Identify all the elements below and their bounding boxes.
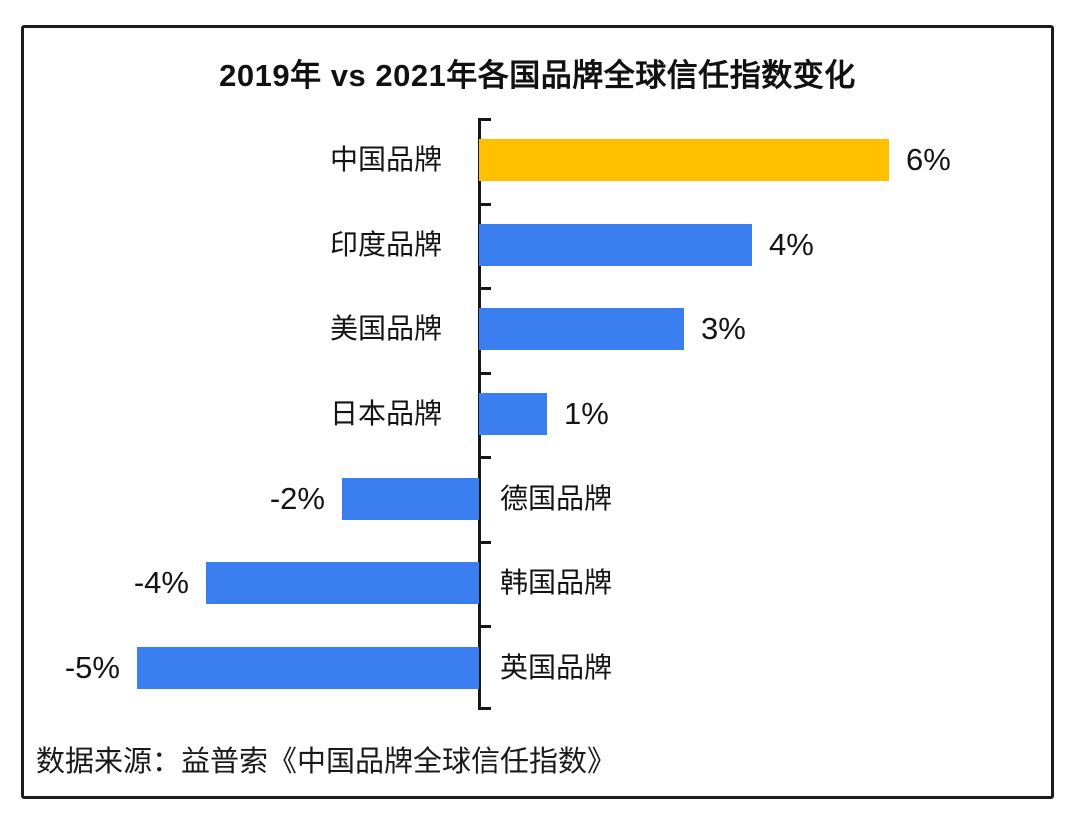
axis-tick: [479, 625, 491, 628]
category-label-india: 印度品牌: [329, 229, 442, 260]
category-label-japan: 日本品牌: [329, 398, 442, 429]
category-label-uk: 英国品牌: [500, 652, 613, 683]
value-label-germany: -2%: [269, 481, 325, 516]
value-label-china: 6%: [906, 142, 951, 177]
value-label-uk: -5%: [64, 650, 120, 685]
axis-tick: [479, 707, 491, 710]
category-label-germany: 德国品牌: [500, 483, 613, 514]
value-label-india: 4%: [769, 227, 814, 262]
chart-panel: 2019年 vs 2021年各国品牌全球信任指数变化 中国品牌 6% 印度品牌 4% 美…: [21, 25, 1054, 799]
bar-china: [479, 139, 889, 181]
bar-usa: [479, 308, 684, 350]
chart-title: 2019年 vs 2021年各国品牌全球信任指数变化: [219, 58, 856, 93]
axis-tick: [479, 203, 491, 206]
category-label-china: 中国品牌: [329, 144, 442, 175]
bar-india: [479, 224, 752, 266]
axis-tick: [479, 372, 491, 375]
source-note: 数据来源：益普索《中国品牌全球信任指数》: [36, 746, 617, 778]
bar-south-korea: [206, 562, 479, 604]
value-label-south-korea: -4%: [133, 565, 189, 600]
category-label-usa: 美国品牌: [329, 313, 442, 344]
axis-tick: [479, 541, 491, 544]
axis-tick: [479, 118, 491, 121]
bar-uk: [137, 647, 479, 689]
chart-area: 中国品牌 6% 印度品牌 4% 美国品牌 3% 日本品牌 1% 德国品牌 -2% 韩国品牌 -4% 英国…: [24, 118, 1051, 710]
axis-tick: [479, 456, 491, 459]
bar-germany: [342, 478, 479, 520]
value-label-usa: 3%: [701, 311, 746, 346]
category-label-south-korea: 韩国品牌: [500, 567, 613, 598]
value-label-japan: 1%: [564, 396, 609, 431]
axis-tick: [479, 287, 491, 290]
bar-japan: [479, 393, 547, 435]
